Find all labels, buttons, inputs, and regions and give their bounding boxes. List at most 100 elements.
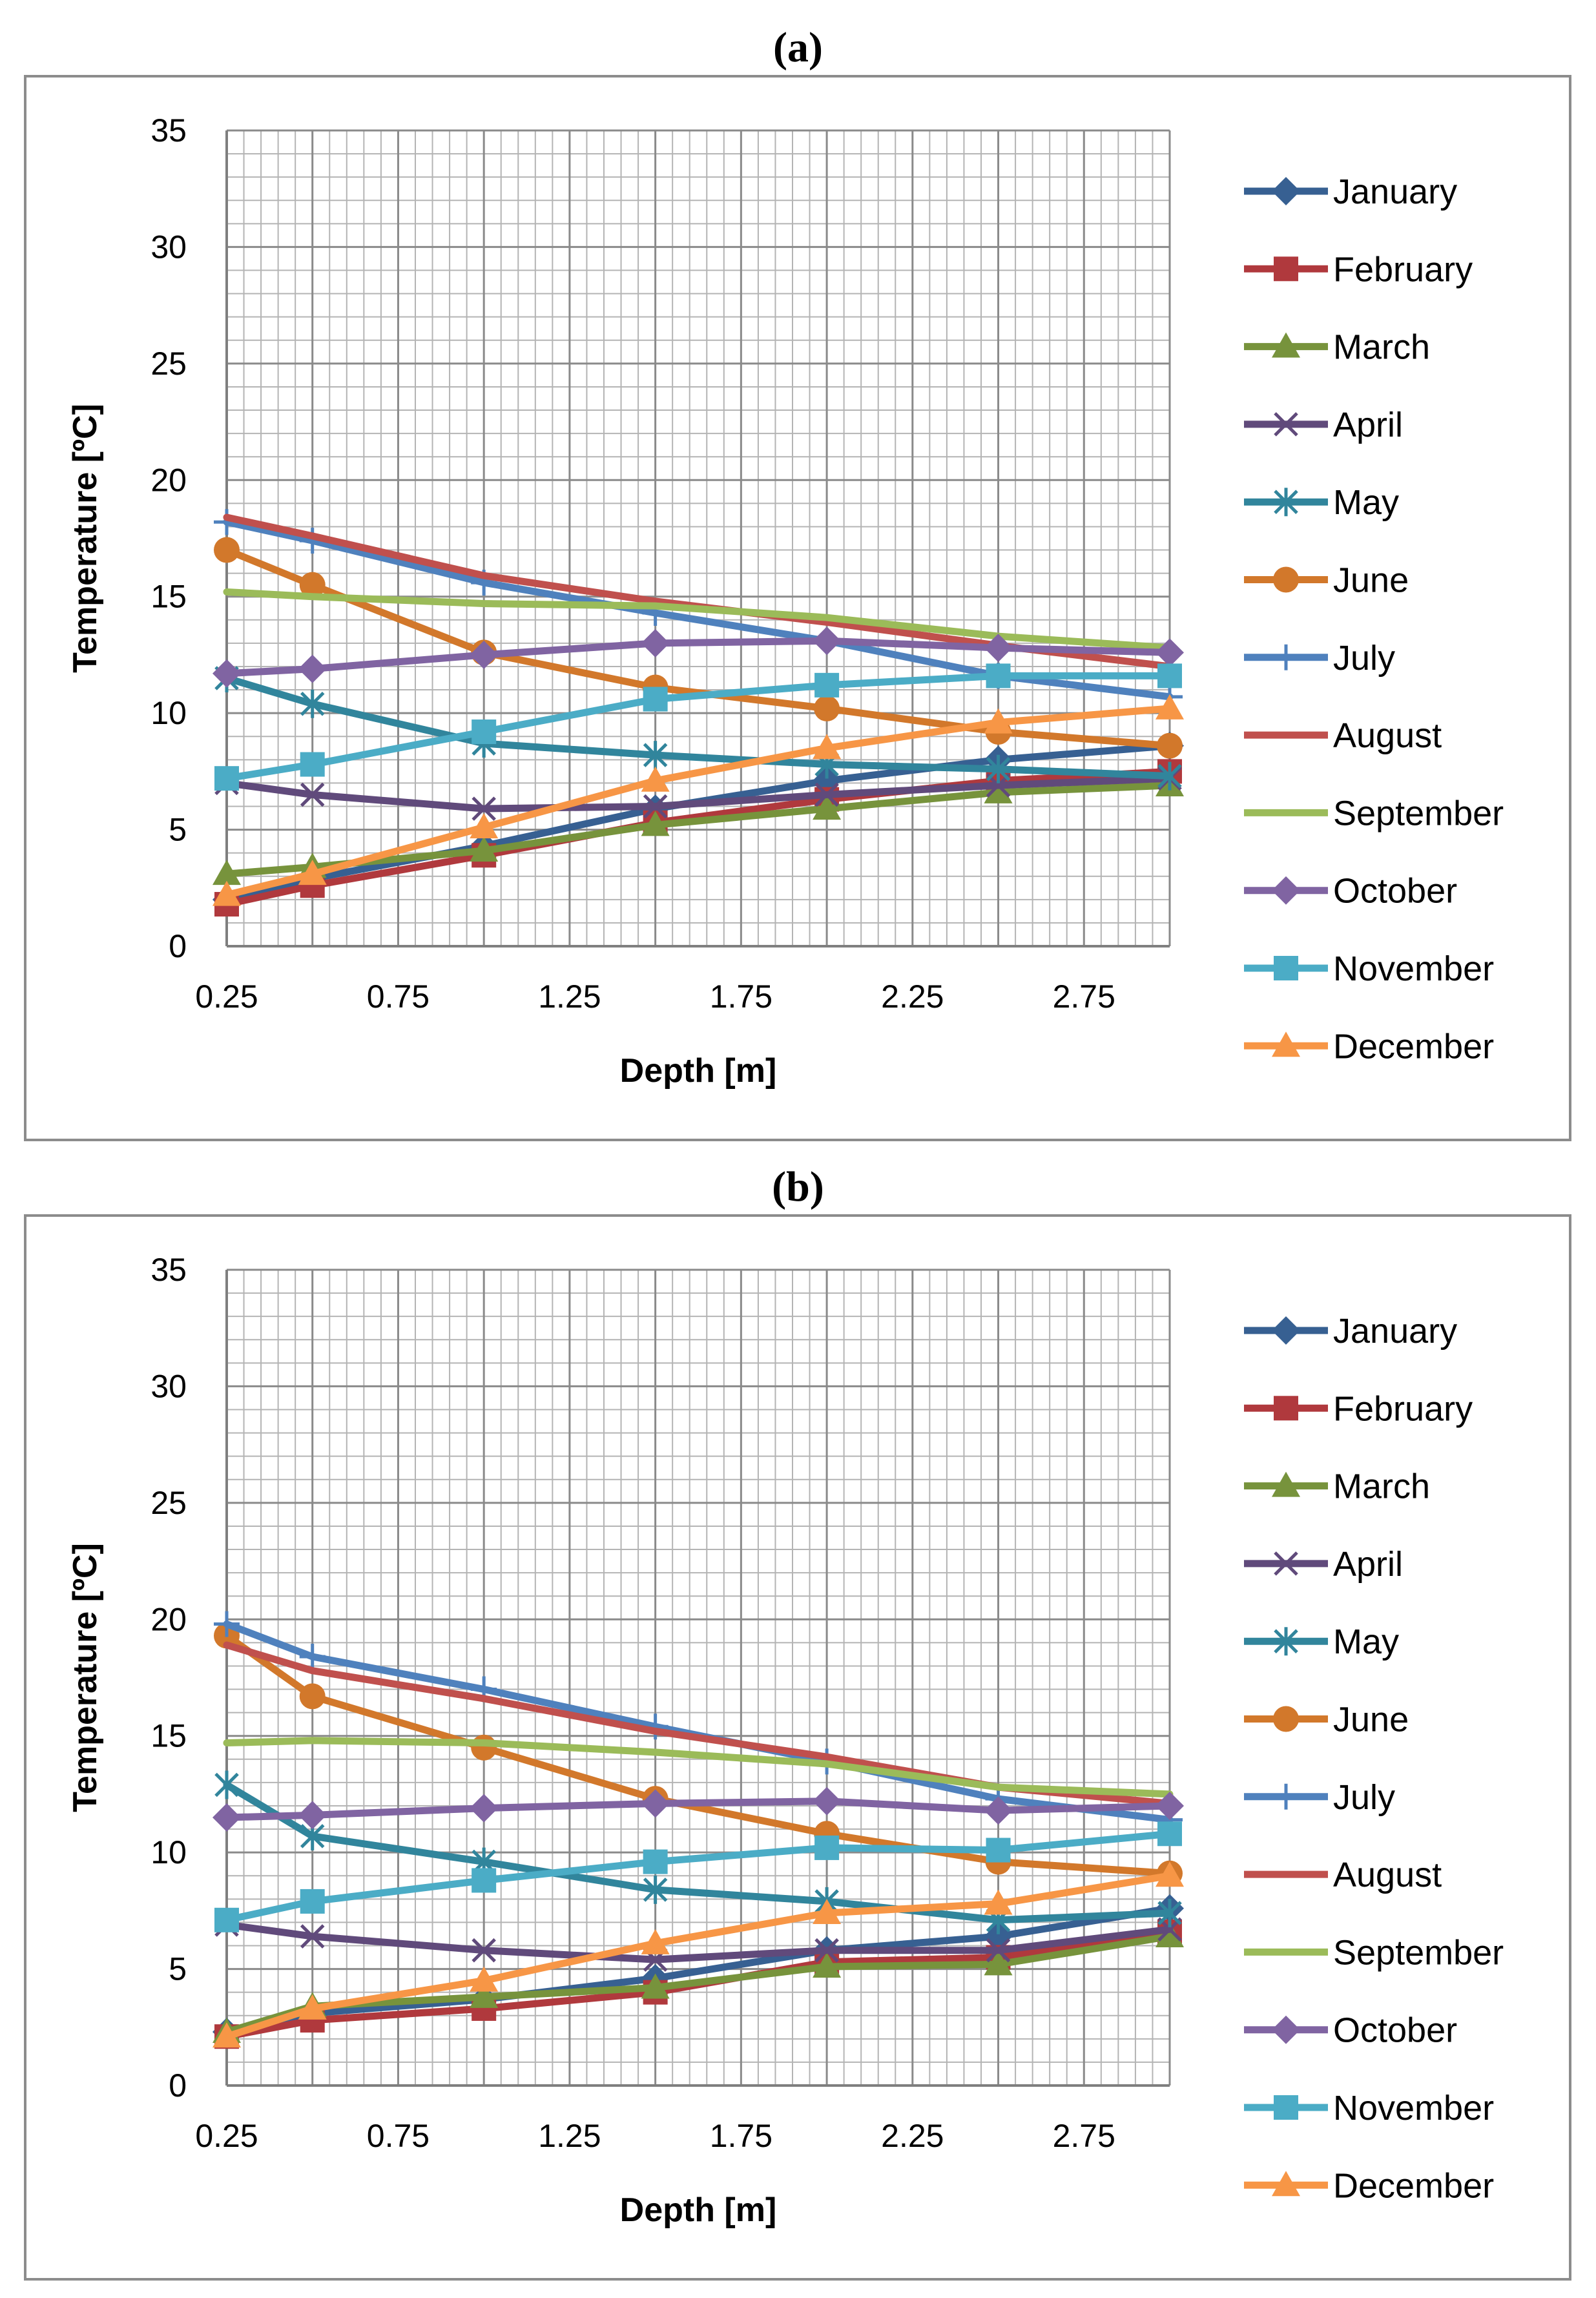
data-point-october [212, 659, 241, 688]
legend: January February March April May June July Augu… [1244, 1312, 1504, 2205]
legend-label-january: January [1333, 172, 1457, 211]
legend-label-march: March [1333, 1467, 1430, 1506]
data-point-march [470, 836, 499, 862]
data-point-november [300, 1889, 325, 1914]
data-point-may [300, 689, 325, 718]
data-point-october [641, 1789, 670, 1818]
legend-label-november: November [1333, 2089, 1494, 2127]
x-tick-label: 2.25 [881, 2118, 944, 2154]
x-tick-label: 0.25 [195, 978, 258, 1015]
legend-marker-january [1272, 177, 1300, 205]
x-tick-label: 1.25 [538, 978, 601, 1015]
legend-marker-december [1272, 2171, 1300, 2197]
data-point-march [984, 778, 1013, 803]
data-point-july [299, 1644, 326, 1670]
data-point-december [813, 734, 842, 760]
series-line-october [223, 637, 1174, 678]
legend-label-september: September [1333, 1933, 1504, 1972]
y-tick-label: 0 [169, 2067, 187, 2104]
legend-label-february: February [1333, 250, 1473, 289]
chart-a: 0 5 10 15 20 25 30 35 0.25 0.75 1.25 1.75 2.25 2.75 De… [67, 112, 1504, 1090]
data-point-november [986, 1837, 1011, 1863]
data-point-october [298, 1801, 327, 1830]
y-tick-label: 15 [150, 1718, 187, 1754]
chart-panel-a: 0 5 10 15 20 25 30 35 0.25 0.75 1.25 1.75 2.25 2.75 De… [24, 75, 1571, 1141]
data-point-march [813, 794, 842, 820]
y-tick-label: 5 [169, 1951, 187, 1987]
legend-label-october: October [1333, 2011, 1457, 2050]
panel-label-b: (b) [772, 1163, 824, 1210]
y-tick-label: 30 [150, 229, 187, 265]
data-point-december [641, 766, 670, 792]
legend-label-july: July [1333, 639, 1395, 678]
y-tick-label: 20 [150, 462, 187, 498]
data-point-march [641, 1973, 670, 1999]
data-point-october [470, 640, 499, 669]
data-point-june [214, 537, 240, 563]
data-point-may [214, 1770, 239, 1799]
legend-label-october: October [1333, 872, 1457, 911]
legend-marker-january [1272, 1316, 1300, 1345]
x-tick-label: 1.75 [710, 978, 772, 1015]
data-point-april [300, 782, 325, 807]
data-point-november [214, 1907, 239, 1932]
x-tick-label: 2.75 [1053, 2118, 1115, 2154]
legend-label-december: December [1333, 2166, 1494, 2205]
data-point-may [986, 754, 1011, 783]
data-point-october [1156, 1791, 1184, 1820]
legend-marker-november [1274, 2095, 1298, 2120]
data-point-november [472, 1868, 497, 1893]
data-point-december [470, 1966, 499, 1992]
data-point-december [212, 2022, 241, 2048]
legend-marker-february [1274, 1396, 1298, 1421]
legend-marker-july [1273, 1783, 1299, 1810]
data-point-november [1157, 663, 1182, 688]
data-point-october [470, 1794, 499, 1823]
data-point-november [814, 1835, 840, 1860]
data-point-april [300, 1924, 325, 1949]
chart-panel-b: 0 5 10 15 20 25 30 35 0.25 0.75 1.25 1.75 2.25 2.75 De… [24, 1214, 1571, 2281]
panel-label-a: (a) [773, 24, 823, 71]
data-point-may [643, 1875, 668, 1904]
x-tick-label: 1.25 [538, 2118, 601, 2154]
y-tick-label: 5 [169, 812, 187, 848]
chart-b: 0 5 10 15 20 25 30 35 0.25 0.75 1.25 1.75 2.25 2.75 De… [67, 1252, 1504, 2229]
data-point-march [212, 860, 241, 885]
data-point-june [299, 572, 326, 598]
data-point-december [298, 860, 327, 885]
data-point-april [986, 1938, 1011, 1963]
legend-marker-december [1272, 1031, 1300, 1057]
data-point-december [641, 1929, 670, 1954]
legend-marker-april [1274, 1551, 1298, 1576]
plot-area [212, 509, 1184, 917]
data-point-march [641, 811, 670, 836]
data-point-november [814, 672, 840, 698]
legend-label-july: July [1333, 1778, 1395, 1817]
data-point-july [214, 1611, 240, 1637]
data-point-november [643, 687, 668, 712]
legend-marker-october [1272, 876, 1300, 905]
data-point-december [1156, 1861, 1184, 1887]
data-point-december [470, 813, 499, 838]
y-tick-label: 35 [150, 1252, 187, 1288]
data-point-december [813, 1898, 842, 1924]
data-point-october [984, 634, 1013, 663]
y-tick-label: 10 [150, 695, 187, 731]
legend-marker-november [1274, 956, 1298, 980]
legend-label-may: May [1333, 1622, 1399, 1661]
data-point-june [299, 1683, 326, 1710]
legend: January February March April May June July Augu… [1244, 172, 1504, 1066]
data-point-april [472, 796, 496, 821]
data-point-october [641, 628, 670, 657]
data-point-june [814, 695, 840, 721]
data-point-june [471, 1734, 497, 1761]
legend-marker-may [1274, 1627, 1298, 1656]
y-tick-label: 30 [150, 1368, 187, 1404]
x-tick-label: 2.25 [881, 978, 944, 1015]
legend-marker-may [1274, 488, 1298, 517]
legend-label-june: June [1333, 561, 1409, 600]
legend-marker-april [1274, 412, 1298, 437]
legend-marker-march [1272, 332, 1300, 358]
y-axis-title: Temperature [ºC] [67, 404, 104, 673]
y-tick-label: 15 [150, 579, 187, 615]
